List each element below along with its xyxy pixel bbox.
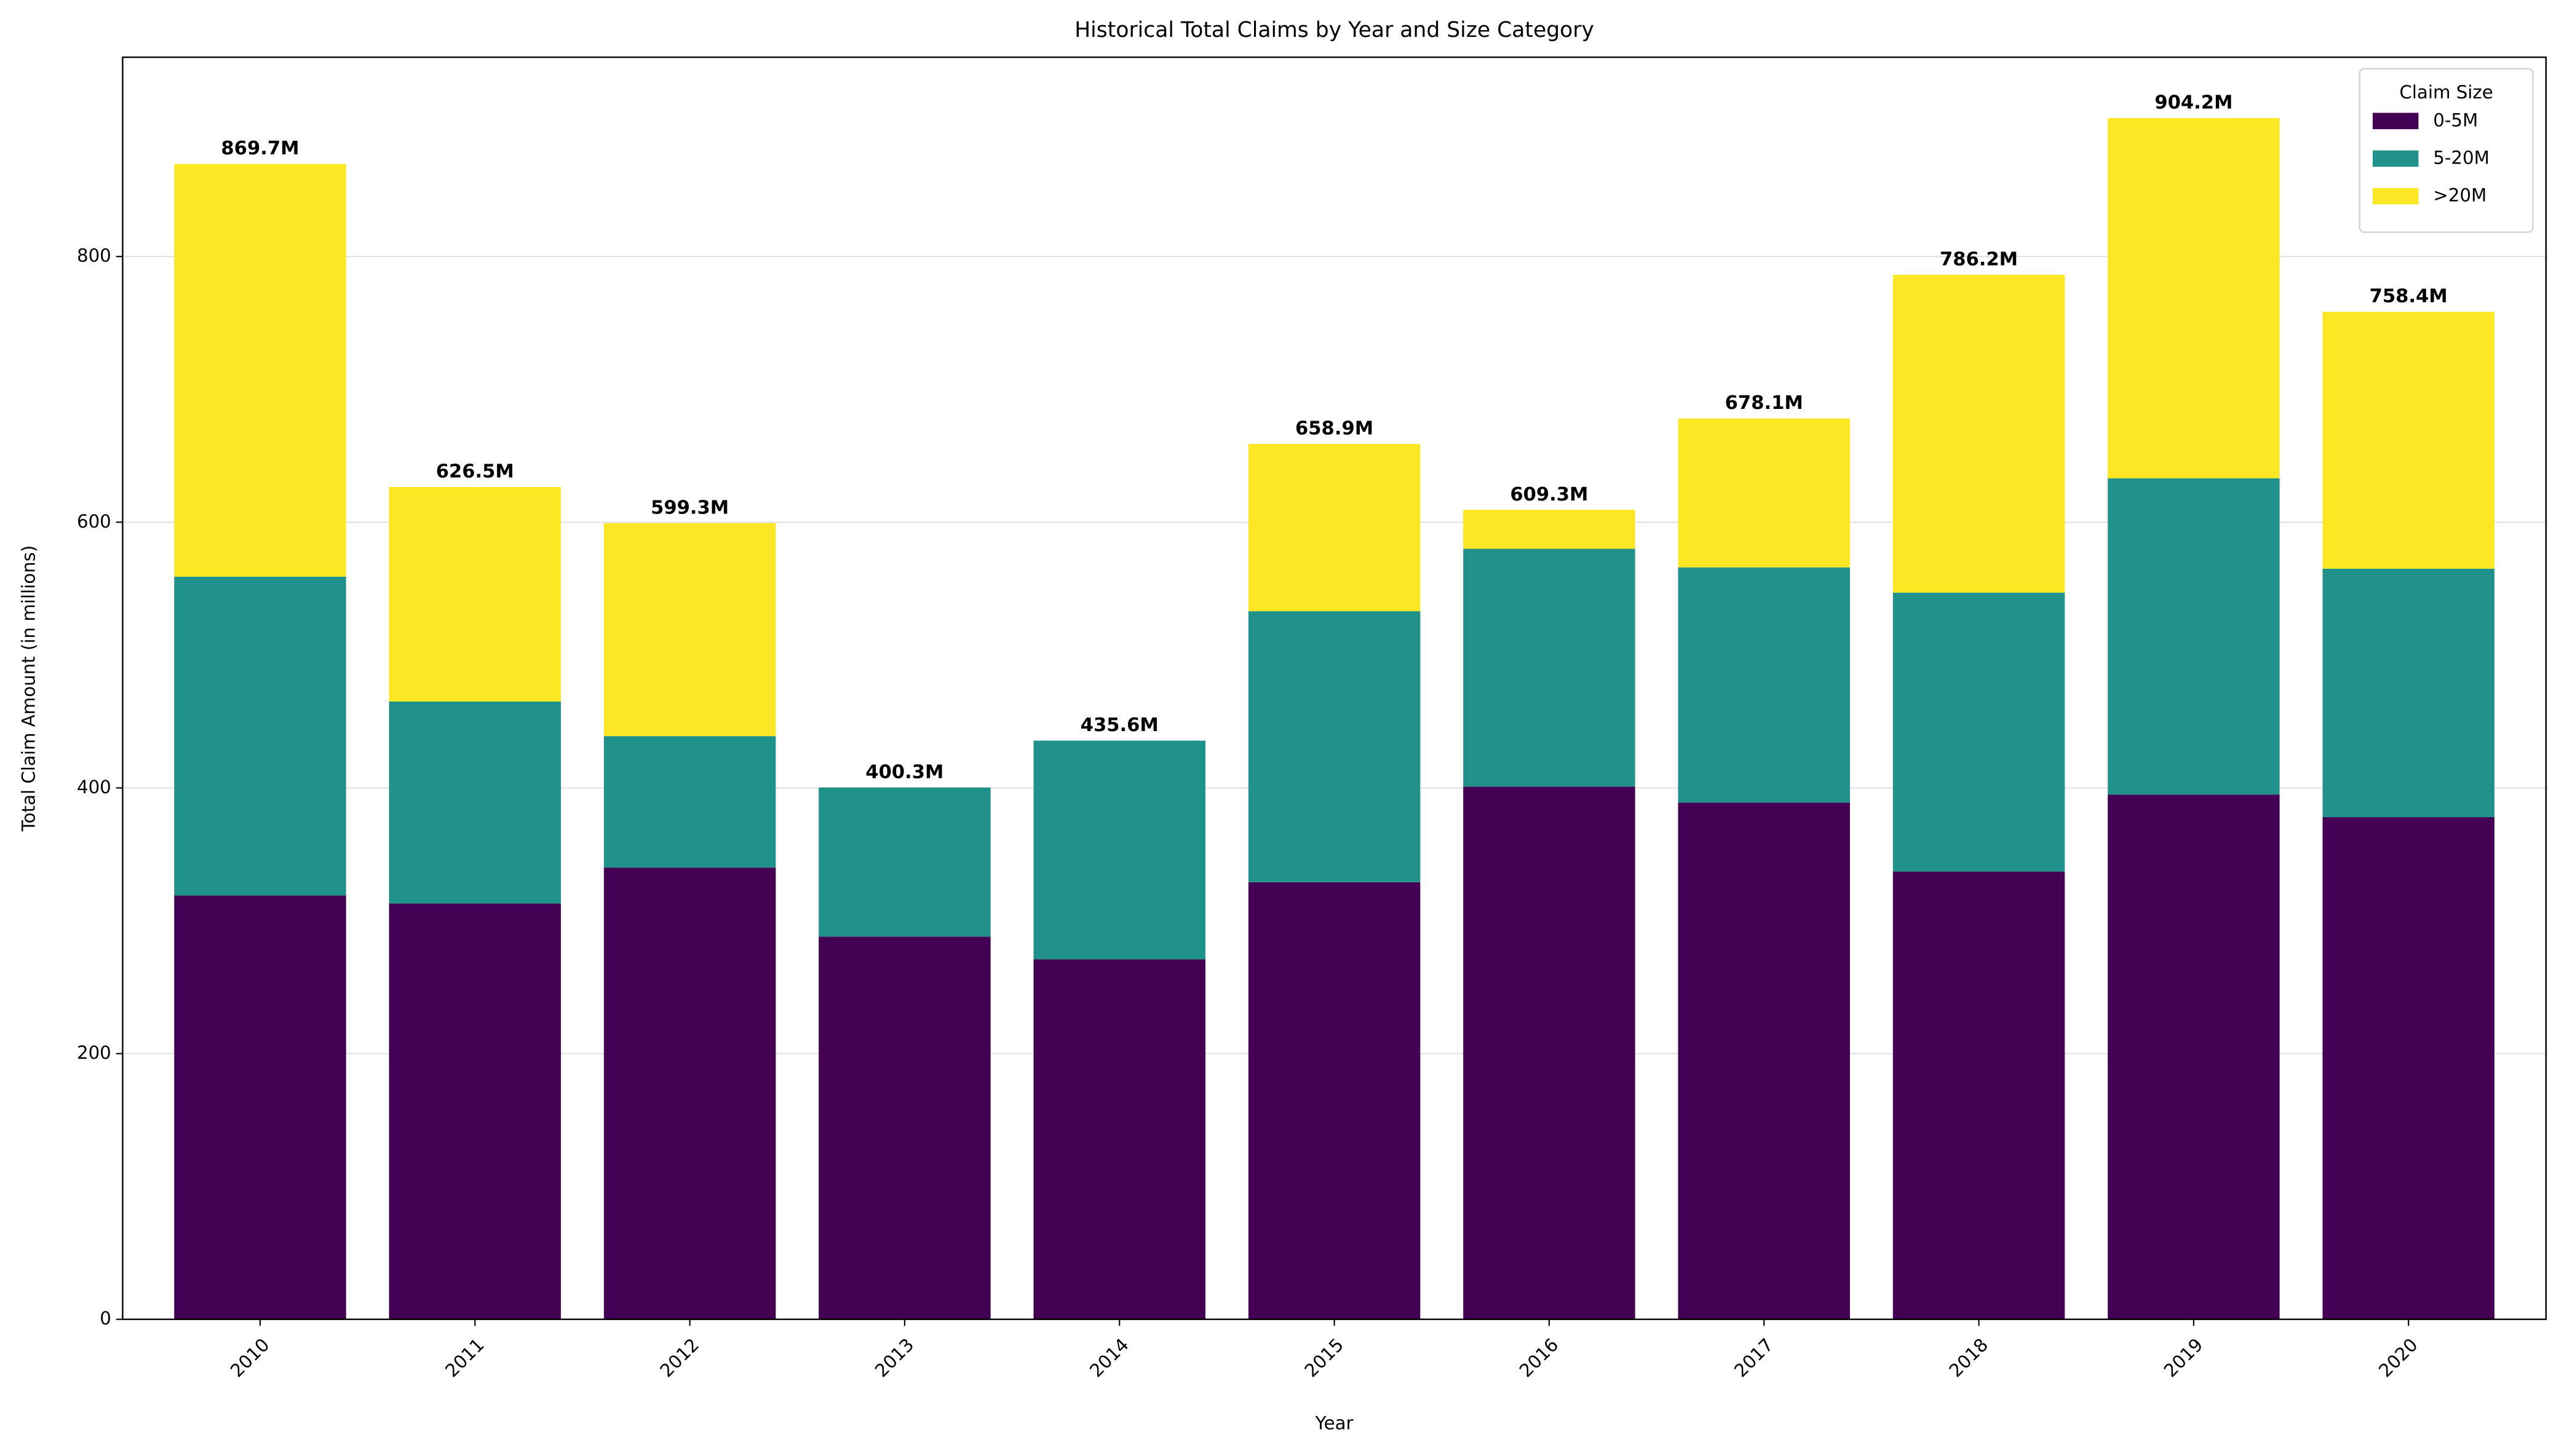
total-label: 904.2M: [2154, 92, 2233, 114]
x-tick-label: 2015: [1301, 1334, 1348, 1382]
bar-segment: [1678, 567, 1850, 803]
bar-segment: [174, 895, 346, 1320]
legend-title: Claim Size: [2399, 82, 2493, 103]
total-label: 626.5M: [436, 461, 514, 483]
x-tick-label: 2011: [441, 1334, 488, 1382]
bar-segment: [819, 787, 991, 937]
bar-segment: [174, 576, 346, 896]
y-tick-label: 0: [100, 1308, 111, 1329]
bar-segment: [2108, 478, 2280, 795]
plot-frame: [122, 56, 2547, 1320]
chart-title: Historical Total Claims by Year and Size…: [1074, 18, 1594, 42]
legend-swatch: [2372, 113, 2419, 130]
x-tick-label: 2012: [656, 1334, 704, 1382]
bar-segment: [603, 523, 776, 737]
bar-segment: [1892, 592, 2065, 872]
bar-segment: [1033, 740, 1205, 960]
bar-segment: [1678, 418, 1850, 568]
bar-segment: [2322, 312, 2495, 569]
x-tick-label: 2010: [226, 1334, 274, 1382]
bar-segment: [603, 868, 776, 1320]
total-label: 400.3M: [865, 761, 943, 783]
x-axis-label: Year: [1315, 1412, 1354, 1433]
legend-swatch: [2372, 188, 2419, 205]
x-tick-label: 2016: [1515, 1334, 1563, 1382]
x-tick-label: 2013: [871, 1334, 918, 1382]
total-label: 678.1M: [1725, 392, 1803, 414]
x-tick-label: 2020: [2375, 1334, 2422, 1382]
bar-segment: [603, 736, 776, 868]
bar-segment: [2108, 118, 2280, 479]
bar-segment: [1892, 871, 2065, 1320]
legend-swatch: [2372, 150, 2419, 167]
bar-segment: [389, 701, 562, 904]
legend-label: 5-20M: [2433, 147, 2490, 168]
bar-segment: [1463, 510, 1635, 549]
bar-segment: [1678, 802, 1850, 1320]
total-label: 599.3M: [651, 497, 729, 518]
x-tick-label: 2014: [1086, 1334, 1133, 1382]
bar-segment: [2322, 817, 2495, 1320]
bar-segment: [174, 164, 346, 577]
total-label: 435.6M: [1081, 714, 1159, 736]
y-tick-label: 600: [77, 511, 111, 532]
bar-segment: [819, 936, 991, 1320]
x-tick-label: 2018: [1945, 1334, 1992, 1382]
bar-segment: [1892, 275, 2065, 593]
total-label: 658.9M: [1295, 418, 1373, 440]
y-axis-label: Total Claim Amount (in millions): [18, 545, 39, 832]
y-tick-label: 400: [77, 777, 111, 797]
total-label: 786.2M: [1940, 249, 2018, 271]
total-label: 869.7M: [221, 138, 299, 159]
bar-segment: [389, 903, 562, 1320]
bar-segment: [389, 487, 562, 702]
x-tick-label: 2019: [2160, 1334, 2207, 1382]
bar-segment: [1463, 548, 1635, 787]
y-tick-label: 800: [77, 245, 111, 266]
bar-segment: [1248, 444, 1421, 612]
legend-label: >20M: [2433, 185, 2487, 206]
bar-segment: [2322, 568, 2495, 817]
y-tick-label: 200: [77, 1042, 111, 1063]
bar-segment: [1248, 611, 1421, 882]
total-label: 609.3M: [1510, 484, 1588, 505]
x-tick-label: 2017: [1730, 1334, 1777, 1382]
legend-label: 0-5M: [2433, 109, 2478, 130]
bar-segment: [1248, 882, 1421, 1320]
total-label: 758.4M: [2370, 286, 2448, 307]
bar-segment: [2108, 794, 2280, 1320]
bar-segment: [1033, 959, 1205, 1320]
bar-segment: [1463, 786, 1635, 1320]
